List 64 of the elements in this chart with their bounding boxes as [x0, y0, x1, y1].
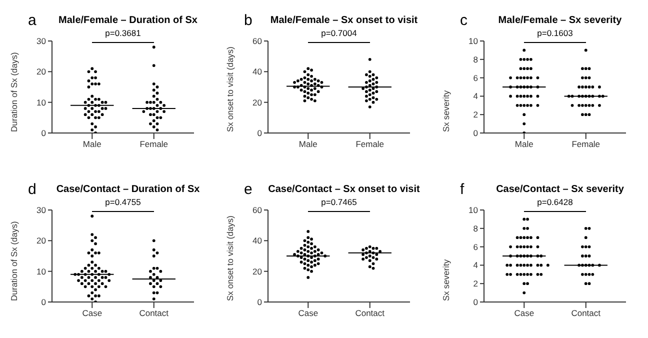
x-tick-label: Male [514, 139, 534, 150]
y-axis-title: Duration of Sx (days) [9, 52, 20, 132]
y-tick-label: 0 [473, 297, 478, 308]
x-tick-label: Case [514, 308, 534, 318]
y-tick-label: 30 [36, 205, 46, 216]
x-tick-label: Contact [139, 308, 170, 318]
y-axis-title: Sx severity [441, 90, 452, 132]
text: p=0.7004 [320, 28, 358, 38]
text: e [244, 181, 252, 198]
text: f [460, 181, 464, 198]
y-axis-title: Duration of Sx (days) [9, 220, 20, 301]
text: a [28, 12, 36, 29]
y-tick-label: 4 [473, 260, 478, 270]
y-tick-label: 0 [257, 297, 262, 308]
chart-title: Male/Female – Sx onset to visit [269, 15, 419, 26]
y-tick-label: 40 [252, 66, 262, 77]
x-tick-label: Female [140, 139, 168, 150]
y-tick-label: 20 [36, 236, 46, 246]
text: c [460, 12, 468, 29]
text: d [28, 181, 36, 198]
y-tick-label: 0 [257, 128, 262, 138]
y-axis-title: Sx onset to visit (days) [225, 46, 236, 132]
y-tick-label: 20 [36, 66, 46, 77]
y-tick-label: 10 [468, 205, 478, 216]
y-tick-label: 2 [473, 110, 478, 120]
y-tick-label: 4 [473, 91, 478, 102]
text: p=0.7465 [320, 197, 358, 207]
y-tick-label: 60 [252, 36, 262, 46]
y-tick-label: 0 [41, 297, 46, 308]
y-tick-label: 8 [473, 223, 478, 234]
x-tick-label: Contact [355, 308, 386, 318]
y-tick-label: 6 [473, 72, 478, 83]
text: p=0.6428 [536, 197, 574, 207]
y-tick-label: 10 [468, 36, 478, 46]
x-tick-label: Contact [571, 308, 602, 318]
x-tick-label: Case [82, 308, 102, 318]
x-tick-label: Female [572, 139, 600, 150]
y-tick-label: 10 [36, 266, 46, 276]
chart-title: Case/Contact – Sx severity [495, 184, 625, 195]
y-tick-label: 10 [36, 97, 46, 108]
chart-title: Case/Contact – Duration of Sx [55, 184, 201, 195]
x-tick-label: Male [82, 139, 102, 150]
y-axis-title: Sx severity [441, 258, 452, 301]
y-tick-label: 0 [473, 128, 478, 138]
y-tick-label: 6 [473, 242, 478, 252]
x-tick-label: Male [298, 139, 318, 150]
y-tick-label: 0 [41, 128, 46, 138]
text: p=0.4755 [104, 197, 142, 207]
x-tick-label: Female [356, 139, 384, 150]
chart-title: Male/Female – Sx severity [497, 15, 623, 26]
chart-title: Case/Contact – Sx onset to visit [267, 184, 421, 195]
text: b [244, 12, 252, 29]
text: p=0.1603 [536, 28, 574, 38]
y-tick-label: 20 [252, 266, 262, 276]
y-tick-label: 60 [252, 205, 262, 216]
y-tick-label: 2 [473, 278, 478, 289]
x-tick-label: Case [298, 308, 318, 318]
y-tick-label: 30 [36, 36, 46, 46]
y-axis-title: Sx onset to visit (days) [225, 215, 236, 301]
y-tick-label: 40 [252, 236, 262, 246]
y-tick-label: 8 [473, 54, 478, 64]
chart-title: Male/Female – Duration of Sx [58, 15, 198, 26]
y-tick-label: 20 [252, 97, 262, 108]
text: p=0.3681 [104, 28, 142, 38]
